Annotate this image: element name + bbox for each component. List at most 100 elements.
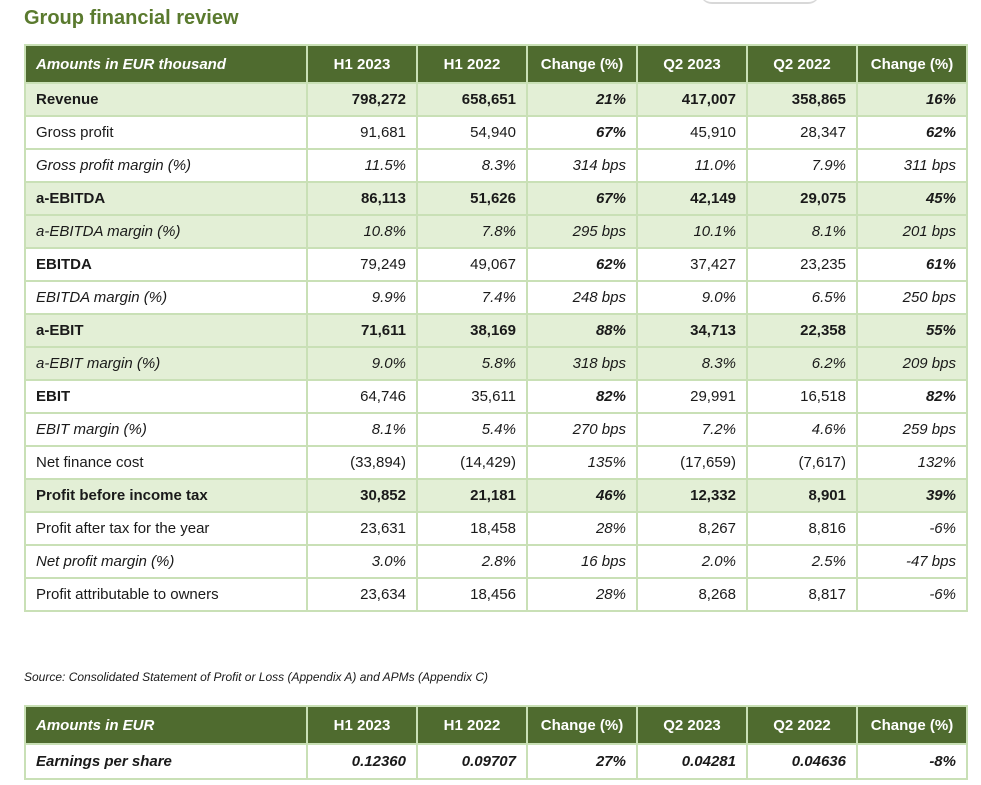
row-label: Gross profit — [24, 115, 308, 150]
table-row: EBIT 64,746 35,611 82% 29,991 16,518 82% — [24, 379, 968, 414]
table-cell: 34,713 — [636, 313, 748, 348]
table-cell: 67% — [526, 115, 638, 150]
table-cell: -6% — [856, 577, 968, 612]
table-cell: 8,267 — [636, 511, 748, 546]
table-row: a-EBITDA 86,113 51,626 67% 42,149 29,075… — [24, 181, 968, 216]
table-row: Profit before income tax 30,852 21,181 4… — [24, 478, 968, 513]
table-cell: (17,659) — [636, 445, 748, 480]
decorative-arc — [700, 0, 820, 4]
table-cell: 45% — [856, 181, 968, 216]
table-cell: 209 bps — [856, 346, 968, 381]
row-label: a-EBIT — [24, 313, 308, 348]
header-cell: H1 2023 — [306, 44, 418, 84]
table-cell: 358,865 — [746, 82, 858, 117]
table-cell: 23,235 — [746, 247, 858, 282]
table-cell: (14,429) — [416, 445, 528, 480]
table-row: Net finance cost (33,894) (14,429) 135% … — [24, 445, 968, 480]
row-label: EBIT margin (%) — [24, 412, 308, 447]
header-cell: Q2 2023 — [636, 705, 748, 745]
financial-table: Amounts in EUR thousand H1 2023 H1 2022 … — [24, 44, 968, 612]
table-cell: 2.5% — [746, 544, 858, 579]
table-cell: 82% — [526, 379, 638, 414]
table-cell: 11.0% — [636, 148, 748, 183]
table-cell: 37,427 — [636, 247, 748, 282]
table-cell: 9.9% — [306, 280, 418, 315]
header-cell: Change (%) — [526, 705, 638, 745]
table-cell: 55% — [856, 313, 968, 348]
header-cell: Q2 2022 — [746, 705, 858, 745]
header-cell: Change (%) — [856, 44, 968, 84]
table-cell: 35,611 — [416, 379, 528, 414]
table-cell: 18,458 — [416, 511, 528, 546]
table-cell: 42,149 — [636, 181, 748, 216]
table-cell: -6% — [856, 511, 968, 546]
row-label: Net profit margin (%) — [24, 544, 308, 579]
row-label: EBITDA margin (%) — [24, 280, 308, 315]
table-cell: 6.2% — [746, 346, 858, 381]
table-cell: 2.0% — [636, 544, 748, 579]
table-cell: 61% — [856, 247, 968, 282]
table-cell: 0.04281 — [636, 743, 748, 780]
table-cell: 0.09707 — [416, 743, 528, 780]
page-title: Group financial review — [24, 7, 239, 29]
row-label: a-EBITDA margin (%) — [24, 214, 308, 249]
table-cell: 5.4% — [416, 412, 528, 447]
row-label: Revenue — [24, 82, 308, 117]
table-row: Revenue 798,272 658,651 21% 417,007 358,… — [24, 82, 968, 117]
header-cell: H1 2023 — [306, 705, 418, 745]
table-cell: 8,268 — [636, 577, 748, 612]
table-cell: -47 bps — [856, 544, 968, 579]
table-cell: 28% — [526, 511, 638, 546]
table-cell: 28% — [526, 577, 638, 612]
table-cell: 7.4% — [416, 280, 528, 315]
table-cell: 4.6% — [746, 412, 858, 447]
row-label: Earnings per share — [24, 743, 308, 780]
table-row: a-EBIT margin (%) 9.0% 5.8% 318 bps 8.3%… — [24, 346, 968, 381]
table-row: Profit after tax for the year 23,631 18,… — [24, 511, 968, 546]
table-cell: 311 bps — [856, 148, 968, 183]
eps-table: Amounts in EUR H1 2023 H1 2022 Change (%… — [24, 705, 968, 780]
table-cell: 318 bps — [526, 346, 638, 381]
table-cell: 64,746 — [306, 379, 418, 414]
table-cell: 7.2% — [636, 412, 748, 447]
table-cell: 132% — [856, 445, 968, 480]
table-cell: 62% — [526, 247, 638, 282]
row-label: a-EBIT margin (%) — [24, 346, 308, 381]
table-cell: 29,991 — [636, 379, 748, 414]
table-row: a-EBITDA margin (%) 10.8% 7.8% 295 bps 1… — [24, 214, 968, 249]
header-cell: Change (%) — [526, 44, 638, 84]
table-cell: 270 bps — [526, 412, 638, 447]
row-label: Gross profit margin (%) — [24, 148, 308, 183]
table-cell: 8,901 — [746, 478, 858, 513]
table-cell: 135% — [526, 445, 638, 480]
table-cell: (33,894) — [306, 445, 418, 480]
table-row: EBITDA margin (%) 9.9% 7.4% 248 bps 9.0%… — [24, 280, 968, 315]
header-cell: Amounts in EUR — [24, 705, 308, 745]
table-cell: -8% — [856, 743, 968, 780]
table-cell: 8,817 — [746, 577, 858, 612]
table-cell: 71,611 — [306, 313, 418, 348]
table-cell: 201 bps — [856, 214, 968, 249]
table-cell: 8.3% — [416, 148, 528, 183]
table-row: Gross profit margin (%) 11.5% 8.3% 314 b… — [24, 148, 968, 183]
table-cell: 7.8% — [416, 214, 528, 249]
table-cell: 30,852 — [306, 478, 418, 513]
table-cell: 79,249 — [306, 247, 418, 282]
table-cell: 0.04636 — [746, 743, 858, 780]
row-label: Net finance cost — [24, 445, 308, 480]
table-cell: (7,617) — [746, 445, 858, 480]
table-cell: 39% — [856, 478, 968, 513]
table-cell: 2.8% — [416, 544, 528, 579]
table-cell: 21,181 — [416, 478, 528, 513]
table-cell: 295 bps — [526, 214, 638, 249]
table-cell: 16,518 — [746, 379, 858, 414]
table-row: a-EBIT 71,611 38,169 88% 34,713 22,358 5… — [24, 313, 968, 348]
table-cell: 5.8% — [416, 346, 528, 381]
row-label: Profit after tax for the year — [24, 511, 308, 546]
table-cell: 8.1% — [746, 214, 858, 249]
table-row: Earnings per share 0.12360 0.09707 27% 0… — [24, 743, 968, 780]
table-cell: 8.1% — [306, 412, 418, 447]
table-cell: 91,681 — [306, 115, 418, 150]
row-label: EBITDA — [24, 247, 308, 282]
table-cell: 417,007 — [636, 82, 748, 117]
